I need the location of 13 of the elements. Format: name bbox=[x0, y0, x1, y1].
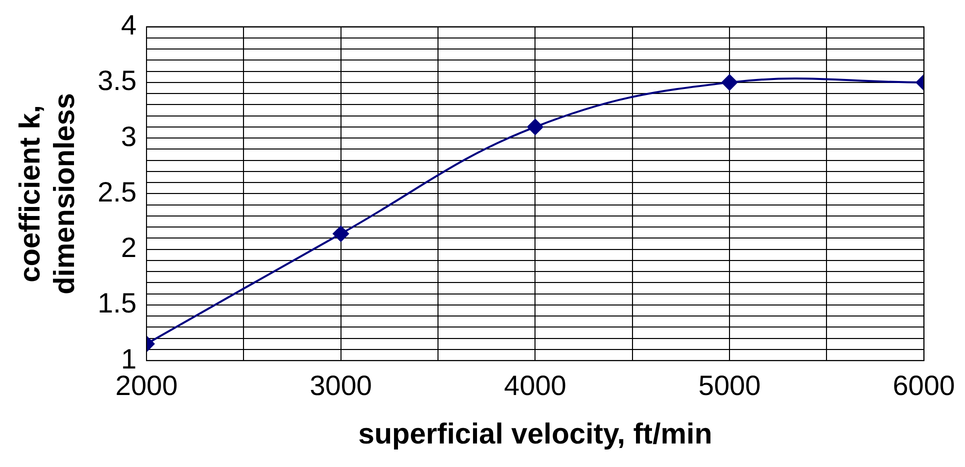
x-tick-label: 6000 bbox=[892, 370, 956, 402]
x-tick-label: 5000 bbox=[698, 370, 761, 402]
y-tick-label: 3.5 bbox=[98, 65, 137, 96]
y-tick-label: 2.5 bbox=[98, 176, 137, 208]
x-axis-title: superficial velocity, ft/min bbox=[358, 418, 712, 451]
y-tick-label: 2 bbox=[120, 232, 137, 264]
point bbox=[527, 118, 544, 135]
y-axis-title: coefficient k, dimensionless bbox=[14, 92, 82, 294]
x-tick-label: 4000 bbox=[504, 370, 566, 402]
y-tick-label: 3 bbox=[120, 120, 137, 152]
y-tick-label: 1.5 bbox=[98, 288, 137, 319]
x-tick-label: 3000 bbox=[310, 370, 372, 402]
y-tick-label: 4 bbox=[120, 10, 137, 41]
